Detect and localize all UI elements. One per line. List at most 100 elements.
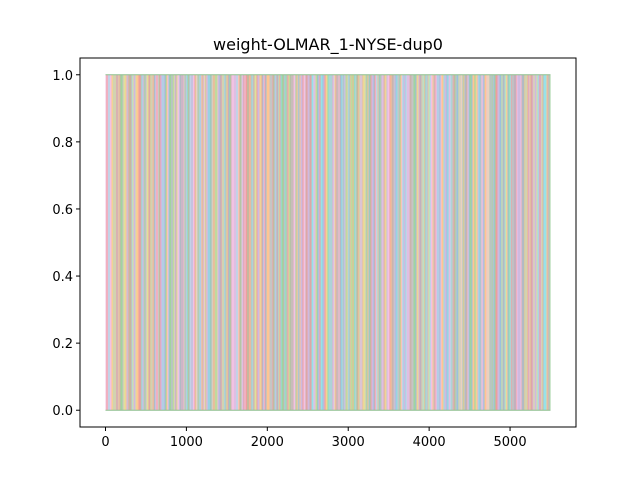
weight-band [392,74,394,411]
weight-band [187,74,189,411]
weight-band [374,74,376,411]
weight-band [248,74,250,411]
weight-band [308,74,310,411]
weight-band [237,74,239,411]
weight-band [510,74,512,411]
weight-band [424,74,426,411]
weight-band [289,74,291,411]
weight-band [343,74,345,411]
weight-band [174,74,176,411]
weight-band [236,74,238,411]
weight-band [133,74,135,411]
weight-band [535,74,537,411]
weight-band [382,74,384,411]
weight-band [188,74,190,411]
weight-band [233,74,235,411]
weight-band [352,74,354,411]
weight-band [210,74,212,411]
weight-band [470,74,472,411]
weight-band [163,74,165,411]
weight-band [361,74,363,411]
weight-band [212,74,214,411]
weight-band [306,74,308,411]
weight-band [497,74,499,411]
weight-band [539,74,541,411]
weight-band [526,74,528,411]
weight-band [460,74,462,411]
weight-band [534,74,536,411]
weight-band [546,74,548,411]
weight-band [544,74,546,411]
weight-band [532,74,534,411]
weight-band [209,74,211,411]
weight-band [328,74,330,411]
weight-band [400,74,402,411]
weight-band [355,74,357,411]
weight-band [135,74,137,411]
weight-band [349,74,351,411]
weight-band [118,74,120,411]
weight-band [137,74,139,411]
weight-band [115,74,117,411]
weight-band [274,74,276,411]
weight-band [378,74,380,411]
weight-band [332,74,334,411]
weight-band [276,74,278,411]
weight-band [290,74,292,411]
weight-band [472,74,474,411]
weight-band [260,74,262,411]
weight-band [437,74,439,411]
weight-band [114,74,116,411]
weight-band [425,74,427,411]
weight-band [281,74,283,411]
weight-band [537,74,539,411]
weight-band [192,74,194,411]
weight-band [123,74,125,411]
weight-band [489,74,491,411]
weight-band [402,74,404,411]
weight-band [311,74,313,411]
weight-band [251,74,253,411]
x-tick-label: 1000 [170,435,203,450]
weight-band [463,74,465,411]
weight-band [229,74,231,411]
weight-band [117,74,119,411]
weight-band [223,74,225,411]
weight-band [160,74,162,411]
weight-band [239,74,241,411]
weight-band [286,74,288,411]
weight-band [358,74,360,411]
weight-band [383,74,385,411]
weight-band [471,74,473,411]
weight-band [398,74,400,411]
weight-band [193,74,195,411]
weight-band [377,74,379,411]
weight-band [307,74,309,411]
weight-band [438,74,440,411]
weight-band [198,74,200,411]
weight-band [433,74,435,411]
weight-band [255,74,257,411]
weight-band [493,74,495,411]
weight-band [165,74,167,411]
weight-band [519,74,521,411]
weight-band [197,74,199,411]
weight-band [108,74,110,411]
weight-band [365,74,367,411]
weight-band [386,74,388,411]
weight-band [151,74,153,411]
weight-band [373,74,375,411]
weight-band [518,74,520,411]
weight-band [488,74,490,411]
weight-band [217,74,219,411]
weight-band [458,74,460,411]
weight-band [278,74,280,411]
weight-band [139,74,141,411]
weight-band [214,74,216,411]
weight-band [219,74,221,411]
weight-band [468,74,470,411]
weight-band [338,74,340,411]
weight-band [536,74,538,411]
weight-band [368,74,370,411]
weight-band [427,74,429,411]
